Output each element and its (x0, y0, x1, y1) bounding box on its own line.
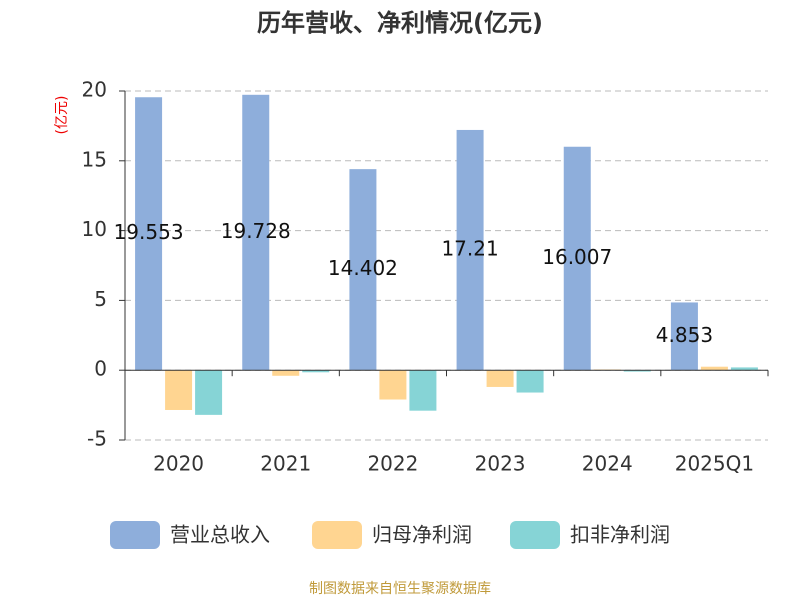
bar (349, 169, 377, 371)
y-tick-label: 20 (82, 78, 107, 102)
x-tick-label: 2025Q1 (675, 452, 754, 476)
bar (670, 302, 698, 371)
x-tick-label: 2020 (153, 452, 204, 476)
y-tick-label: 15 (82, 147, 107, 171)
bar (242, 94, 270, 371)
data-label: 14.402 (328, 256, 398, 280)
bar (302, 370, 330, 373)
data-label: 19.728 (221, 219, 291, 243)
data-label: 19.553 (114, 220, 184, 244)
x-tick-label: 2024 (582, 452, 633, 476)
x-tick-label: 2022 (367, 452, 418, 476)
bar (563, 146, 591, 371)
bar (700, 366, 728, 371)
x-tick-label: 2021 (260, 452, 311, 476)
bar (135, 97, 163, 371)
data-label: 4.853 (656, 323, 713, 347)
x-tick-label: 2023 (475, 452, 526, 476)
bar (409, 370, 437, 411)
bar (516, 370, 544, 393)
bar (486, 370, 514, 387)
bar (379, 370, 407, 400)
source-note: 制图数据来自恒生聚源数据库 (309, 581, 491, 597)
legend-label: 营业总收入 (170, 523, 270, 547)
legend-label: 扣非净利润 (570, 523, 670, 547)
y-tick-label: -5 (87, 427, 107, 451)
data-label: 17.21 (441, 237, 498, 261)
bar (623, 370, 651, 372)
data-label: 16.007 (542, 245, 612, 269)
bar (195, 370, 223, 415)
legend-swatch (510, 521, 560, 549)
y-tick-label: 0 (94, 357, 107, 381)
chart-title: 历年营收、净利情况(亿元) (257, 9, 543, 37)
bar (272, 370, 300, 376)
y-tick-label: 10 (82, 217, 107, 241)
bar (165, 370, 193, 410)
y-axis-label: (亿元) (54, 96, 70, 135)
legend-label: 归母净利润 (372, 523, 472, 547)
bar (456, 129, 484, 371)
legend-swatch (312, 521, 362, 549)
y-tick-label: 5 (94, 287, 107, 311)
bar (730, 367, 758, 371)
legend-swatch (110, 521, 160, 549)
